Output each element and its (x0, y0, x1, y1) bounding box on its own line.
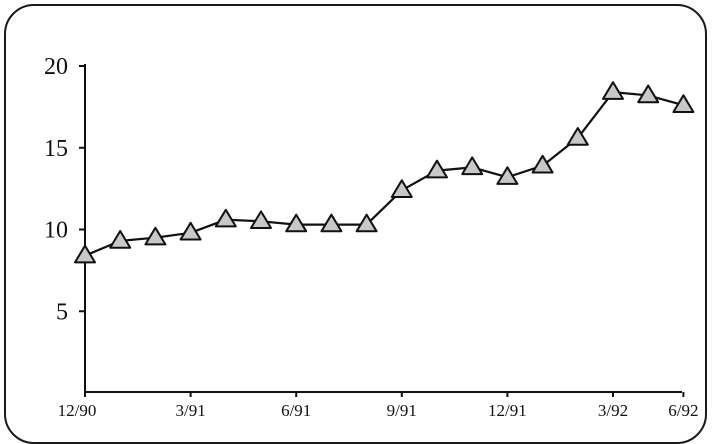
data-point-marker (426, 159, 448, 179)
y-tick-label: 10 (44, 218, 68, 244)
data-point-marker (602, 81, 624, 100)
data-point-marker (566, 127, 589, 146)
data-point-marker (250, 210, 272, 229)
data-point-marker (214, 208, 237, 228)
data-point-marker (531, 154, 554, 174)
data-markers (74, 81, 695, 264)
data-point-marker (285, 213, 308, 233)
x-tick-label: 9/91 (387, 401, 417, 420)
data-point-marker (179, 221, 202, 241)
data-point-marker (390, 179, 413, 198)
data-point-marker (355, 213, 378, 233)
data-point-marker (109, 230, 132, 249)
data-point-marker (74, 244, 96, 264)
series-line (84, 91, 684, 257)
axes (84, 64, 682, 393)
y-tick-label: 15 (44, 136, 68, 162)
x-tick-label: 12/90 (58, 401, 97, 420)
x-tick-label: 12/91 (488, 401, 527, 420)
y-tick-label: 5 (56, 299, 68, 325)
y-tick-label: 20 (44, 54, 68, 80)
data-point-marker (672, 94, 695, 113)
x-tick-label: 6/92 (668, 401, 698, 420)
x-ticks: 12/90 3/91 6/91 9/91 12/91 3/92 6/92 (58, 392, 699, 420)
x-tick-label: 3/91 (175, 401, 205, 420)
x-tick-label: 6/91 (281, 401, 311, 420)
data-point-marker (144, 226, 167, 246)
data-point-marker (496, 166, 519, 185)
x-tick-label: 3/92 (598, 401, 628, 420)
line-chart: 5 10 15 20 12/90 3/91 6/91 9/91 12/91 3/92 6/92 (44, 54, 699, 420)
data-point-marker (461, 156, 484, 176)
data-point-marker (320, 213, 343, 233)
y-ticks: 5 10 15 20 (44, 54, 85, 325)
data-point-marker (637, 84, 660, 104)
